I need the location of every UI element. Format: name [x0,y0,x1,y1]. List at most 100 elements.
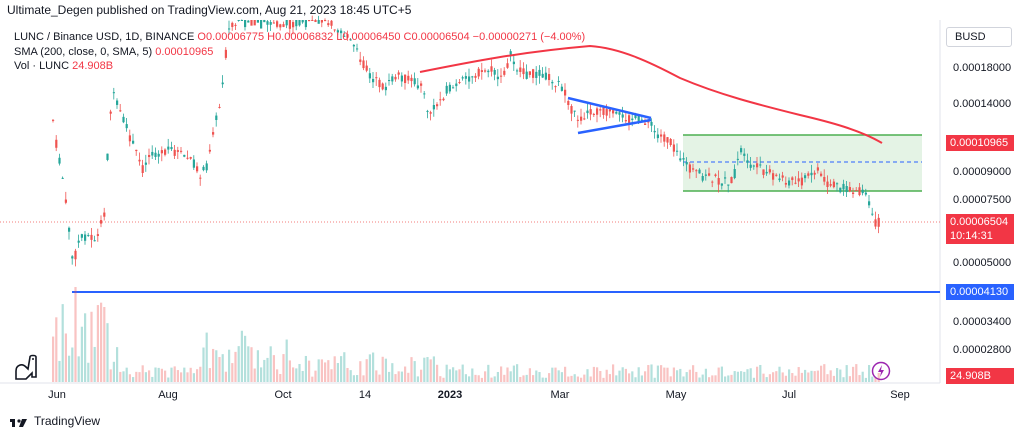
volume-bar [397,371,400,382]
volume-bar [778,366,781,382]
candle-body [359,59,362,62]
candle-body [80,234,83,238]
volume-bar [202,347,205,382]
candle-body [144,162,147,165]
candle-body [788,180,791,186]
volume-bar [279,373,282,382]
replay-icon[interactable] [871,361,891,381]
candle-body [320,20,323,23]
currency-button[interactable]: BUSD [946,27,1012,47]
volume-bar [180,372,183,382]
candle-body [855,190,858,192]
x-tick: Jun [48,389,66,401]
sma-label[interactable]: SMA (200, close, 0, SMA, 5) [14,45,153,58]
volume-bar [749,368,752,382]
volume-bar [135,371,138,382]
symbol-label[interactable]: LUNC / Binance USD, 1D, BINANCE [14,31,195,43]
candle-body [548,74,551,81]
volume-bar [327,360,330,382]
volume-bar [84,313,87,382]
volume-bar [253,368,256,382]
volume-label[interactable]: Vol · LUNC [14,60,70,72]
candle-body [532,69,535,78]
volume-bar [304,355,307,382]
candle-body [96,234,99,236]
volume-bar [333,356,336,382]
x-tick: Sep [890,389,910,401]
volume-bar [528,368,531,382]
volume-bar [644,371,647,382]
candle-body [829,184,832,186]
candle-body [432,104,435,110]
volume-bar [199,366,202,382]
candle-body [183,154,186,157]
candle-body [455,83,458,87]
candle-body [458,82,461,84]
candle-body [484,70,487,72]
triangle-lower-line[interactable] [577,118,652,135]
candle-body [836,183,839,185]
candle-body [224,49,227,58]
candle-body [356,48,359,50]
x-tick: Jul [781,389,797,401]
volume-bar [183,367,186,382]
volume-bar [432,356,435,382]
volume-bar [855,364,858,382]
candle-body [525,71,528,79]
candle-body [762,169,765,175]
volume-bar [343,352,346,382]
volume-bar [221,354,224,382]
candle-body [420,83,423,86]
candle-body [516,70,519,72]
volume-bar [266,357,269,382]
volume-bar [522,375,525,382]
volume-bar [336,363,339,382]
candle-body [631,118,634,121]
volume-bar [781,372,784,382]
volume-bar [144,372,147,382]
volume-bar [708,377,711,382]
volume-bar [816,370,819,382]
volume-bar [724,376,727,382]
candle-body [125,124,128,129]
volume-bar [420,369,423,382]
volume-bar [660,365,663,382]
volume-bar [218,357,221,382]
candle-body [132,140,135,144]
candle-body [128,135,131,142]
triangle-upper-line[interactable] [567,96,652,120]
volume-bar [797,367,800,382]
volume-bar [813,371,816,382]
candle-body [84,234,87,241]
candle-body [480,70,483,72]
volume-bar [775,371,778,382]
candle-body [644,123,647,125]
candle-body [301,20,304,23]
volume-bar [90,311,93,382]
volume-bar [605,369,608,382]
volume-bar [119,371,122,382]
volume-bar [864,377,867,382]
candle-body [368,73,371,79]
volume-bar [845,365,848,382]
candle-body [439,99,442,101]
volume-bar [269,346,272,382]
y-tick: 0.00002800 [953,344,1012,356]
volume-bar [736,371,739,382]
volume-bar [874,377,877,382]
volume-bar [384,358,387,382]
candle-body [496,76,499,80]
volume-bar [173,366,176,382]
candle-body [720,183,723,186]
candle-body [560,86,563,91]
candle-body [727,184,730,186]
candle-body [576,119,579,121]
candle-body [157,153,160,157]
candle-body [618,112,621,115]
volume-bar [503,374,506,382]
candle-body [250,20,253,26]
volume-bar [157,367,160,382]
x-tick: May [665,389,687,401]
volume-bar [621,367,624,382]
